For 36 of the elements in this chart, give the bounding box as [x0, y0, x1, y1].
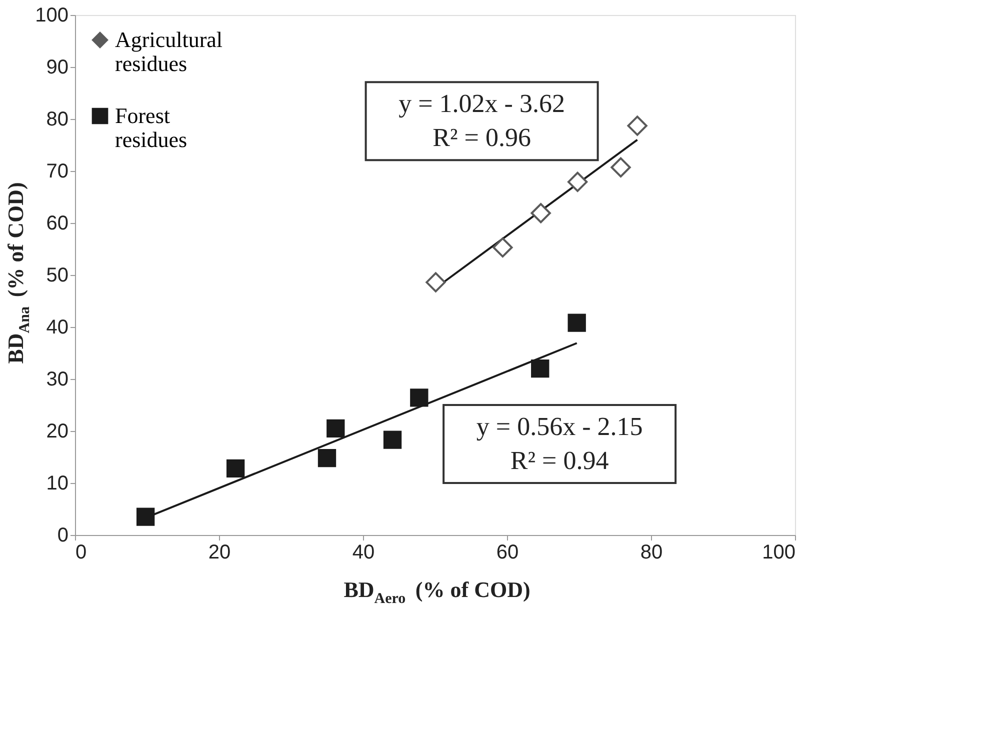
y-tick-label: 80 — [46, 108, 68, 130]
annotation: y = 0.56x - 2.15 R² = 0.94 — [476, 412, 643, 475]
x-tick-label: 60 — [496, 542, 519, 564]
point — [568, 314, 586, 332]
point — [531, 360, 550, 378]
x-tick-label: 20 — [208, 542, 231, 564]
y-tick-label: 100 — [35, 4, 68, 26]
point — [567, 172, 588, 192]
y-tick-label: 50 — [46, 264, 68, 286]
y-tick-label: 20 — [46, 420, 68, 442]
x-tick-label: 100 — [762, 542, 796, 564]
x-tick-label: 80 — [640, 542, 663, 564]
y-tick-label: 30 — [46, 368, 68, 390]
legend-label: Forest residues — [115, 103, 188, 152]
y-tick-label: 0 — [57, 524, 68, 546]
x-tick-label: 0 — [76, 542, 87, 564]
point — [610, 157, 631, 178]
x-tick-label: 40 — [352, 542, 375, 564]
point — [383, 430, 402, 449]
point — [426, 272, 446, 292]
y-tick-label: 10 — [46, 472, 68, 494]
point — [530, 203, 551, 224]
point — [326, 419, 345, 438]
point — [136, 508, 155, 526]
point — [492, 237, 513, 258]
point — [226, 459, 245, 478]
legend-label: Agricultural residues — [115, 27, 223, 76]
annotation: y = 1.02x - 3.62 R² = 0.96 — [398, 89, 565, 152]
y-tick-label: 60 — [46, 212, 68, 234]
point — [627, 116, 648, 136]
y-tick-label: 90 — [46, 56, 68, 78]
y-tick-label: 70 — [46, 160, 68, 182]
point — [318, 448, 336, 468]
y-axis-title: BDAna (% of COD) — [3, 182, 33, 364]
y-tick-label: 40 — [46, 316, 68, 338]
point — [410, 388, 428, 407]
